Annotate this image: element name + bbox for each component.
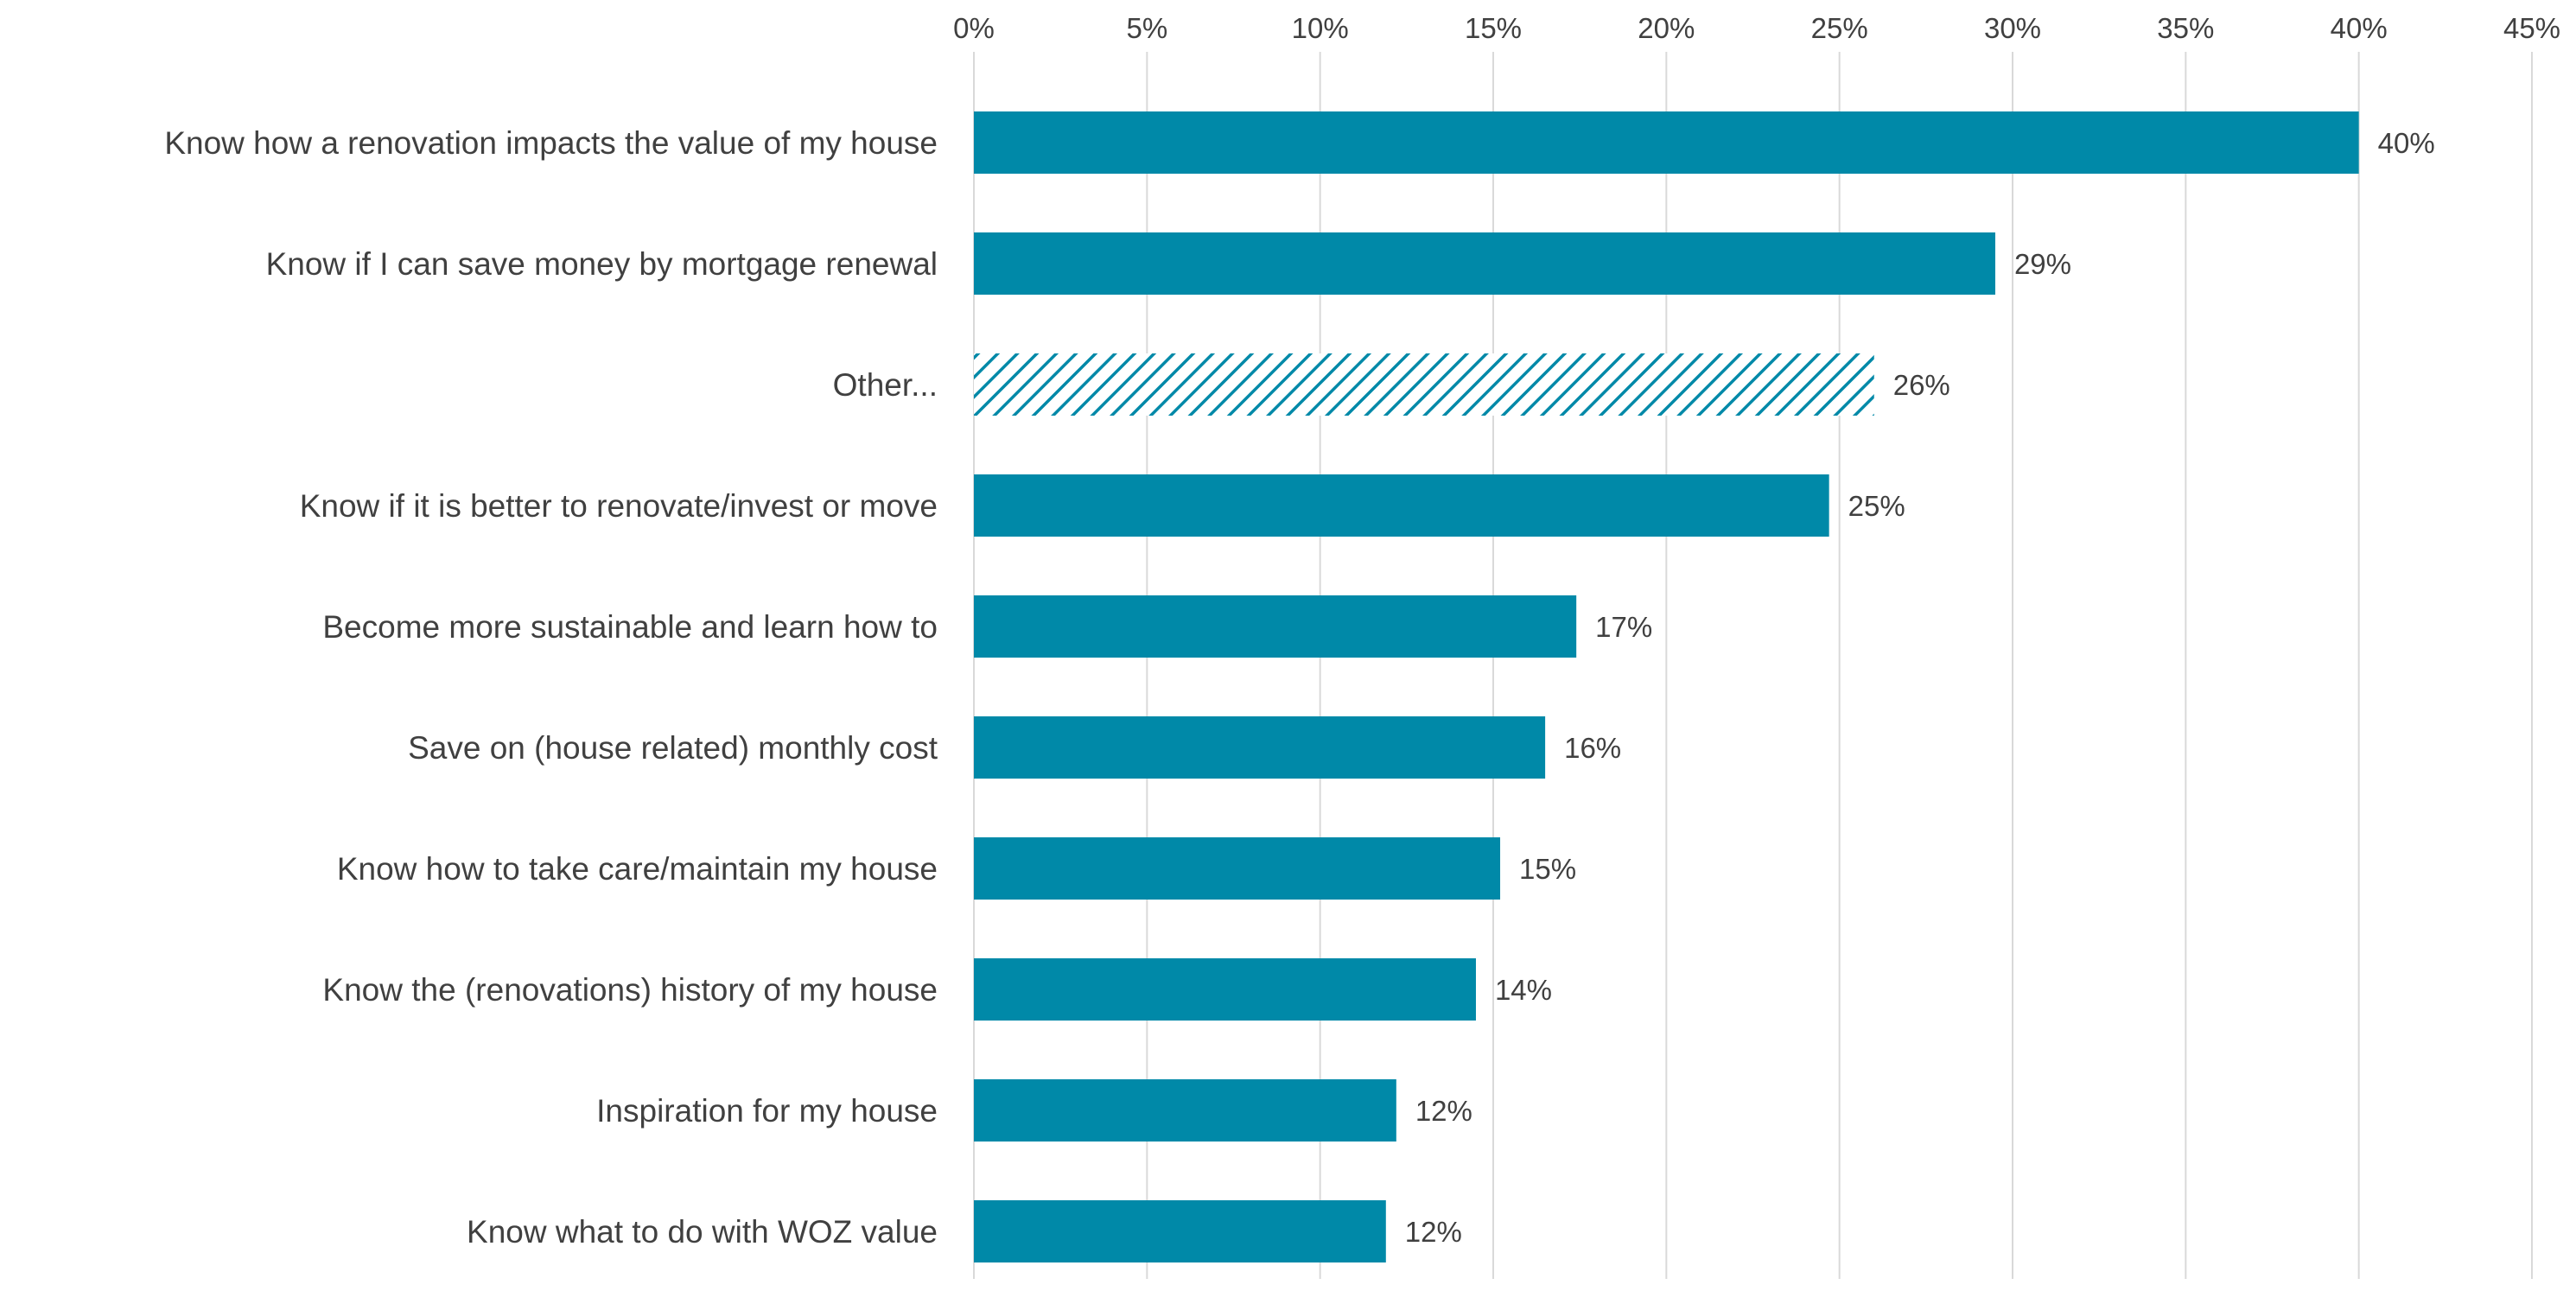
bar-hatched — [974, 353, 1874, 416]
value-label: 26% — [1893, 369, 1950, 401]
value-label: 12% — [1405, 1216, 1462, 1248]
bar — [974, 716, 1546, 779]
bar — [974, 232, 1995, 295]
x-tick-label: 15% — [1465, 12, 1522, 44]
x-tick-label: 25% — [1811, 12, 1868, 44]
bars — [974, 111, 2359, 1262]
x-tick-label: 35% — [2157, 12, 2214, 44]
bar — [974, 1200, 1386, 1262]
value-label: 40% — [2378, 127, 2435, 159]
x-tick-label: 40% — [2331, 12, 2388, 44]
category-label: Know what to do with WOZ value — [467, 1214, 938, 1250]
category-label: Know the (renovations) history of my hou… — [322, 972, 938, 1008]
value-label: 29% — [2014, 248, 2071, 280]
value-label: 12% — [1415, 1095, 1472, 1127]
category-label: Know how a renovation impacts the value … — [164, 125, 938, 161]
x-tick-label: 10% — [1292, 12, 1349, 44]
bar — [974, 111, 2359, 174]
bar — [974, 1079, 1396, 1142]
x-axis-ticks: 0% 5% 10% 15% 20% 25% 30% 35% 40% 45% — [953, 12, 2560, 44]
x-tick-label: 20% — [1638, 12, 1695, 44]
category-label: Inspiration for my house — [596, 1093, 938, 1129]
x-tick-label: 30% — [1984, 12, 2041, 44]
value-label: 14% — [1495, 974, 1552, 1006]
bar — [974, 595, 1577, 658]
category-labels: Know how a renovation impacts the value … — [164, 125, 938, 1250]
bar — [974, 474, 1829, 537]
x-tick-label: 45% — [2503, 12, 2560, 44]
x-tick-label: 0% — [953, 12, 995, 44]
value-label: 16% — [1564, 732, 1621, 764]
value-label: 15% — [1519, 853, 1576, 885]
category-label: Save on (house related) monthly cost — [408, 730, 938, 766]
x-tick-label: 5% — [1126, 12, 1167, 44]
value-label: 25% — [1848, 490, 1905, 522]
category-label: Know if it is better to renovate/invest … — [300, 488, 938, 524]
bar — [974, 837, 1501, 900]
category-label: Become more sustainable and learn how to — [322, 609, 938, 645]
value-label: 17% — [1595, 611, 1652, 643]
bar — [974, 958, 1476, 1021]
category-label: Know if I can save money by mortgage ren… — [266, 246, 938, 282]
category-label: Other... — [833, 367, 938, 403]
value-labels: 40% 29% 26% 25% 17% 16% 15% 14% 12% 12% — [1405, 127, 2435, 1248]
category-label: Know how to take care/maintain my house — [337, 851, 938, 887]
